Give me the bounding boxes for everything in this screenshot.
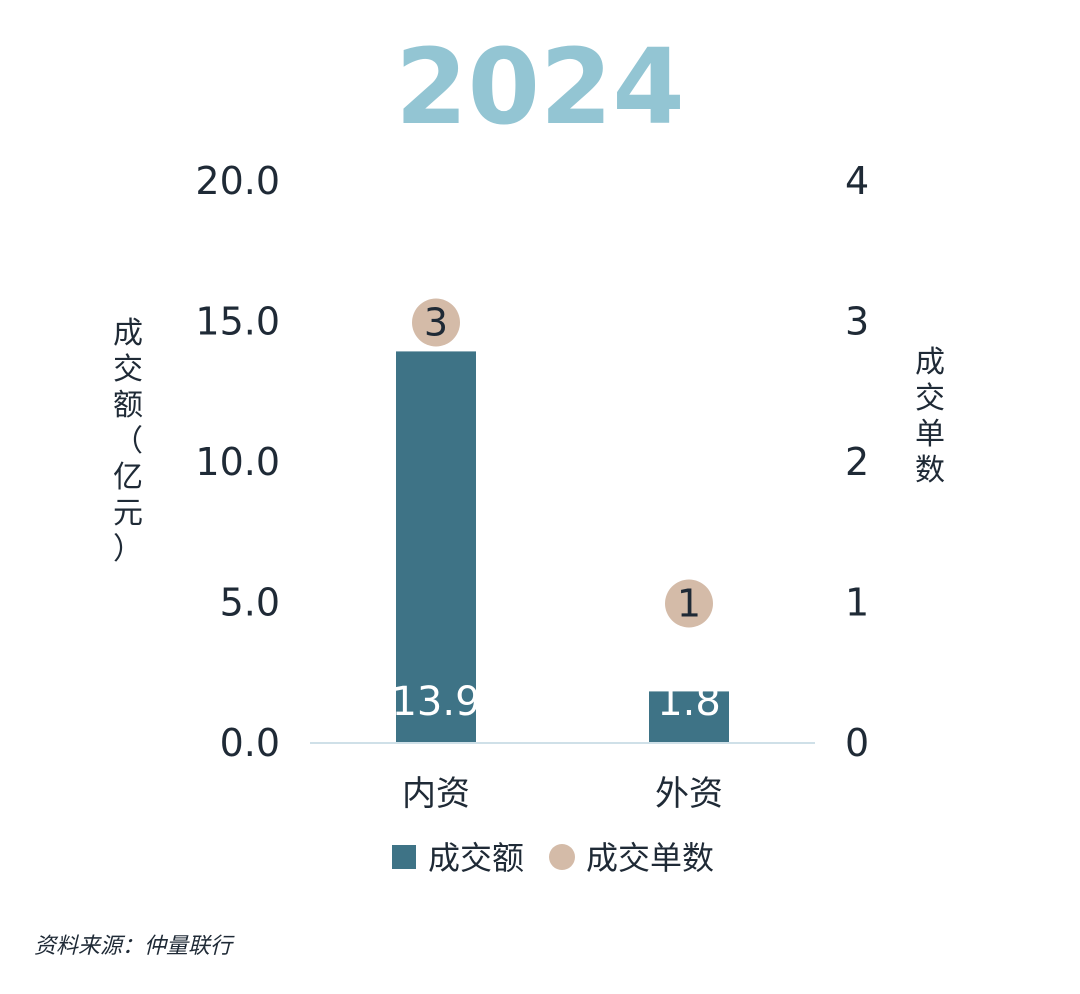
category-label: 外资	[655, 774, 723, 814]
dot-外资	[665, 579, 713, 628]
left-axis-title-char: 成	[113, 316, 143, 351]
category-labels: 内资 外资	[402, 774, 723, 814]
right-tick-label: 3	[845, 300, 869, 344]
left-tick-label: 10.0	[195, 440, 280, 484]
category-label: 内资	[402, 774, 470, 814]
bar-value-label: 13.9	[391, 679, 480, 725]
left-axis-title-char: 元	[113, 496, 143, 531]
bar-value-label: 1.8	[657, 679, 721, 725]
left-axis-title-char: （	[113, 424, 143, 459]
right-axis-title-char: 数	[915, 453, 945, 488]
right-tick-label: 1	[845, 581, 869, 625]
bar-外资	[649, 691, 729, 742]
left-tick-label: 0.0	[220, 721, 280, 765]
source-note: 资料来源：仲量联行	[34, 934, 233, 959]
left-axis-ticks: 0.0 5.0 10.0 15.0 20.0	[195, 159, 280, 765]
dot-series: 31	[412, 298, 713, 628]
right-tick-label: 2	[845, 440, 869, 484]
left-tick-label: 20.0	[195, 159, 280, 203]
bar-内资	[396, 351, 476, 742]
legend-swatch-dot	[549, 844, 575, 870]
right-axis-title-char: 交	[915, 381, 945, 416]
dot-value-label: 3	[424, 301, 448, 345]
right-tick-label: 0	[845, 721, 869, 765]
left-tick-label: 5.0	[220, 581, 280, 625]
right-axis-ticks: 0 1 2 3 4	[845, 159, 869, 765]
right-axis-title: 成交单数	[915, 345, 945, 488]
legend: 成交额 成交单数	[392, 839, 714, 877]
bar-series: 13.9 1.8	[391, 351, 729, 742]
left-axis-title-char: ）	[113, 532, 143, 567]
right-tick-label: 4	[845, 159, 869, 203]
dot-内资	[412, 298, 460, 347]
left-axis-title-char: 亿	[113, 460, 143, 495]
right-axis-title-char: 单	[915, 417, 945, 452]
dot-value-label: 1	[677, 582, 701, 626]
left-axis-title-char: 交	[113, 352, 143, 387]
left-tick-label: 15.0	[195, 300, 280, 344]
left-axis-title-char: 额	[113, 388, 143, 423]
left-axis-title: 成交额（亿元）	[113, 316, 143, 567]
legend-swatch-bar	[392, 845, 416, 869]
right-axis-title-char: 成	[915, 345, 945, 380]
legend-label: 成交单数	[586, 839, 714, 877]
chart-title: 2024	[395, 26, 684, 148]
legend-label: 成交额	[428, 839, 524, 877]
